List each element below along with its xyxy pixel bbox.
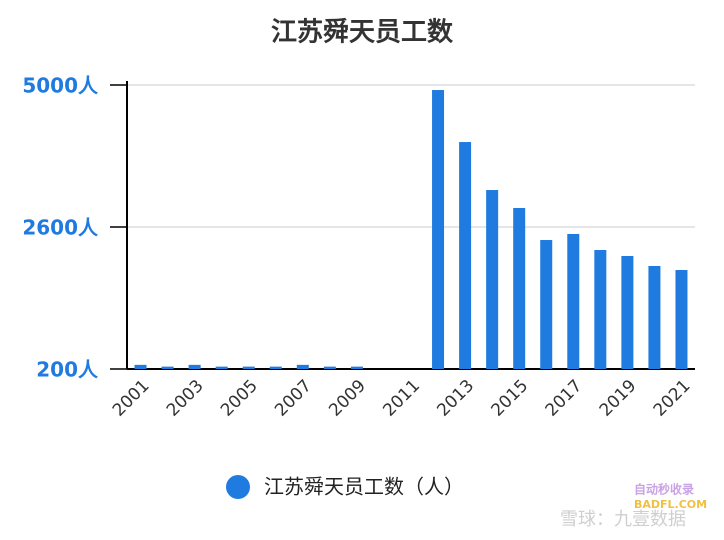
- chart-title: 江苏舜天员工数: [271, 17, 454, 48]
- bar: [323, 366, 336, 369]
- watermark: 雪球：九壹数据: [560, 509, 686, 530]
- bar: [242, 366, 255, 369]
- x-tick-label: 2019: [596, 376, 641, 421]
- bar: [134, 364, 147, 369]
- bar: [269, 366, 282, 369]
- bar: [648, 265, 661, 369]
- bar: [215, 366, 228, 369]
- x-tick-label: 2007: [271, 376, 316, 421]
- x-tick-label: 2013: [433, 376, 478, 421]
- y-tick-label: 200人: [36, 358, 99, 382]
- y-tick-label: 2600人: [22, 216, 99, 240]
- bar: [594, 250, 607, 369]
- bar: [540, 240, 553, 369]
- y-tick-label: 5000人: [22, 74, 99, 98]
- bar: [432, 90, 445, 369]
- bar: [459, 142, 472, 369]
- bar: [567, 233, 580, 369]
- x-tick-label: 2017: [542, 376, 587, 421]
- bar: [296, 364, 309, 369]
- x-tick-label: 2011: [379, 376, 424, 421]
- x-tick-label: 2009: [325, 376, 370, 421]
- bar: [675, 270, 688, 369]
- bar: [513, 208, 526, 369]
- bar: [161, 366, 174, 369]
- x-tick-label: 2001: [109, 376, 154, 421]
- bar: [621, 255, 634, 369]
- bar: [188, 364, 201, 369]
- x-tick-label: 2005: [217, 376, 262, 421]
- x-tick-label: 2003: [163, 376, 208, 421]
- bar: [350, 366, 363, 369]
- x-tick-label: 2015: [488, 376, 533, 421]
- legend-marker: [226, 475, 250, 499]
- x-tick-label: 2021: [650, 376, 695, 421]
- legend-label: 江苏舜天员工数（人）: [264, 475, 464, 499]
- watermark: BADFL.COM: [634, 498, 707, 511]
- watermark: 自动秒收录: [634, 482, 694, 497]
- bar: [486, 190, 499, 369]
